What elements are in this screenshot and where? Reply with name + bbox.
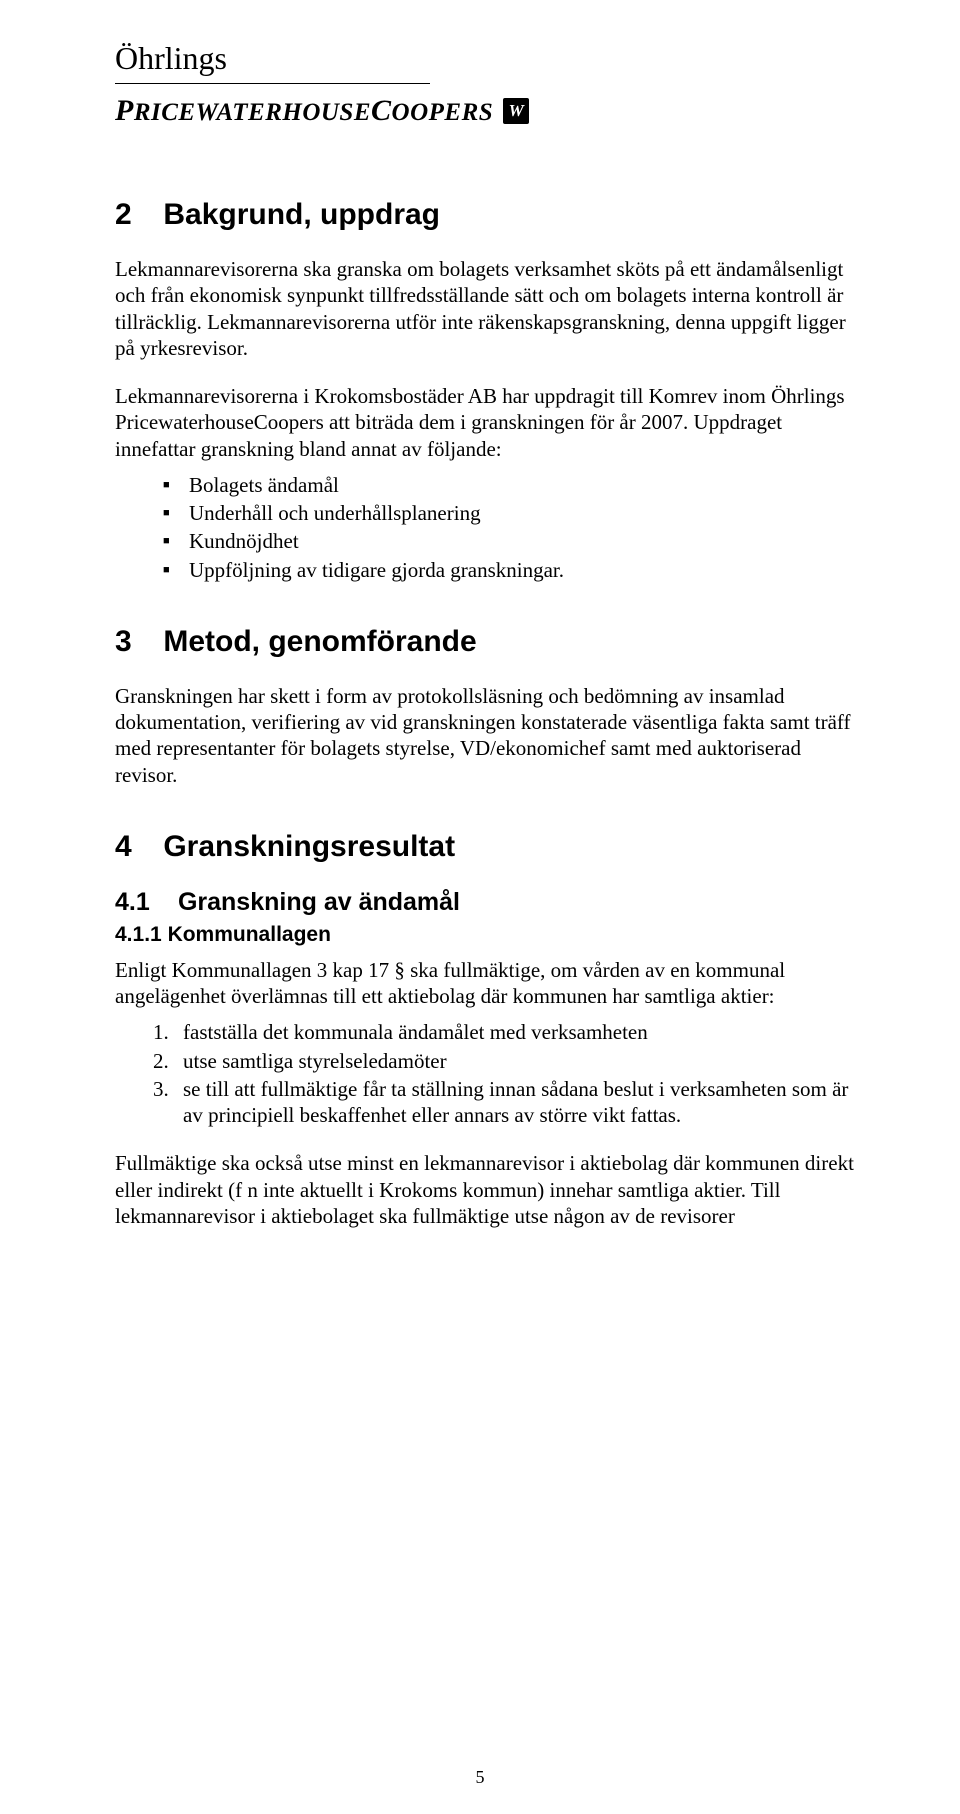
company-logo: Öhrlings PRICEWATERHOUSECOOPERS W [115,40,865,128]
heading-subsection-4-1: 4.1 Granskning av ändamål [115,888,865,917]
paragraph: Enligt Kommunallagen 3 kap 17 § ska full… [115,957,865,1010]
paragraph: Lekmannarevisorerna ska granska om bolag… [115,256,865,361]
list-item: Underhåll och underhållsplanering [163,500,865,526]
heading-title: Kommunallagen [168,923,331,946]
list-item: Kundnöjdhet [163,528,865,554]
logo-badge-icon: W [503,98,529,124]
heading-number: 3 [115,625,155,659]
heading-section-2: 2 Bakgrund, uppdrag [115,198,865,232]
heading-title: Granskningsresultat [163,830,455,863]
heading-title: Granskning av ändamål [178,888,460,916]
heading-number: 4.1 [115,888,171,917]
numbered-list: fastställa det kommunala ändamålet med v… [153,1019,865,1128]
paragraph: Fullmäktige ska också utse minst en lekm… [115,1150,865,1229]
heading-subsubsection-4-1-1: 4.1.1 Kommunallagen [115,923,865,947]
list-item: se till att fullmäktige får ta ställning… [153,1076,865,1129]
list-item: Bolagets ändamål [163,472,865,498]
list-item: Uppföljning av tidigare gjorda gransknin… [163,557,865,583]
heading-number: 4 [115,830,155,864]
heading-title: Bakgrund, uppdrag [163,198,440,231]
heading-section-4: 4 Granskningsresultat [115,830,865,864]
logo-line1: Öhrlings [115,40,865,77]
heading-section-3: 3 Metod, genomförande [115,625,865,659]
logo-divider [115,83,430,84]
logo-pwc-text: PRICEWATERHOUSECOOPERS [115,94,493,128]
heading-number: 4.1.1 [115,923,162,946]
bullet-list: Bolagets ändamål Underhåll och underhåll… [163,472,865,583]
page-number: 5 [0,1767,960,1788]
paragraph: Lekmannarevisorerna i Krokomsbostäder AB… [115,383,865,462]
heading-title: Metod, genomförande [163,625,476,658]
document-page: Öhrlings PRICEWATERHOUSECOOPERS W 2 Bakg… [0,0,960,1814]
paragraph: Granskningen har skett i form av protoko… [115,683,865,788]
list-item: fastställa det kommunala ändamålet med v… [153,1019,865,1045]
list-item: utse samtliga styrelseledamöter [153,1048,865,1074]
logo-row: PRICEWATERHOUSECOOPERS W [115,94,865,128]
heading-number: 2 [115,198,155,232]
